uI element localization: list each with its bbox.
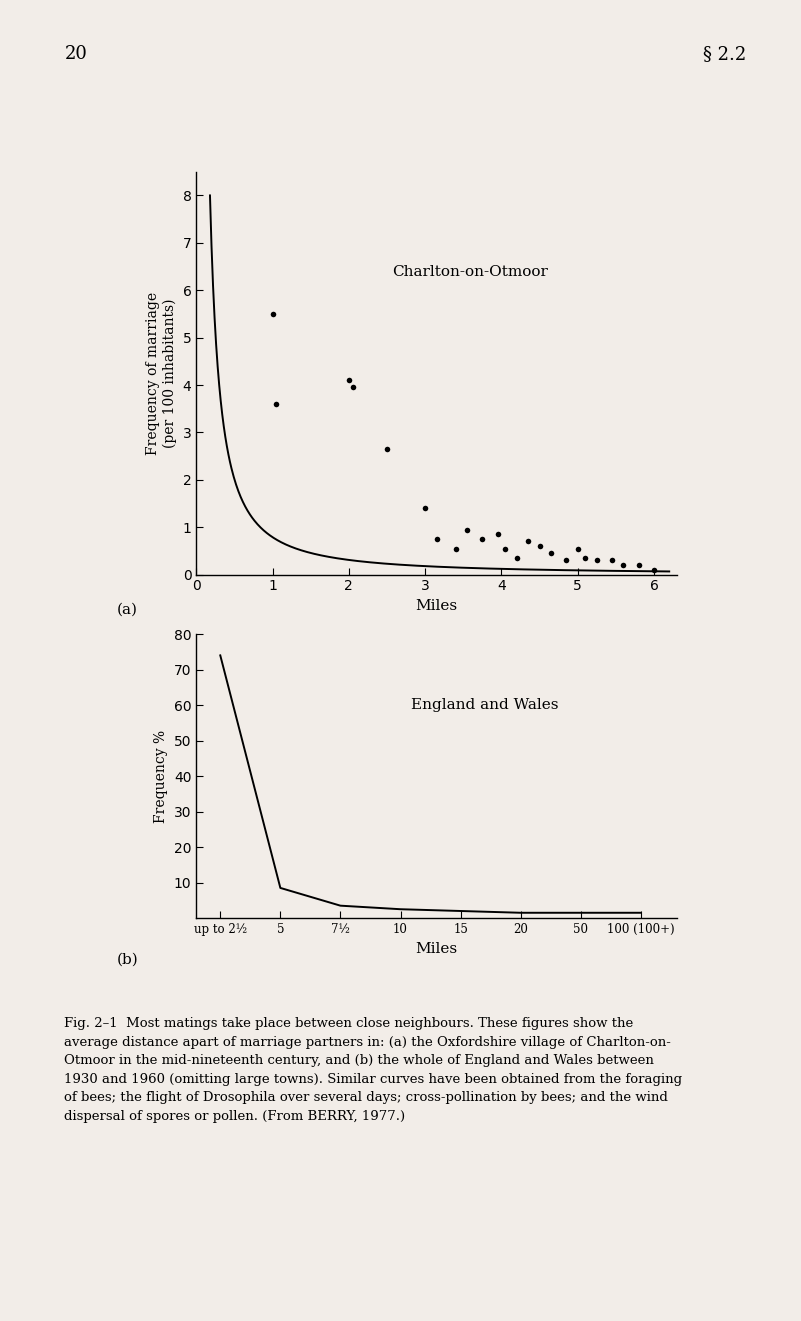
Point	[545, 543, 557, 564]
Point	[533, 535, 546, 556]
Point	[430, 528, 443, 550]
Point	[617, 555, 630, 576]
Y-axis label: Frequency of marriage
(per 100 inhabitants): Frequency of marriage (per 100 inhabitan…	[147, 292, 177, 454]
Text: § 2.2: § 2.2	[702, 45, 746, 63]
Text: (b): (b)	[117, 952, 139, 966]
Point	[270, 394, 283, 415]
Point	[560, 550, 573, 571]
Point	[579, 547, 592, 568]
Text: England and Wales: England and Wales	[411, 697, 558, 712]
Point	[346, 376, 359, 398]
Point	[419, 498, 432, 519]
Text: Fig. 2–1  Most matings take place between close neighbours. These figures show t: Fig. 2–1 Most matings take place between…	[64, 1017, 682, 1123]
Y-axis label: Frequency %: Frequency %	[155, 729, 168, 823]
Point	[476, 528, 489, 550]
Point	[266, 304, 279, 325]
Point	[647, 559, 660, 580]
Point	[380, 439, 393, 460]
Point	[606, 550, 618, 571]
Point	[449, 538, 462, 559]
Point	[461, 519, 473, 540]
X-axis label: Miles: Miles	[416, 598, 457, 613]
Point	[590, 550, 603, 571]
Point	[342, 370, 355, 391]
Point	[521, 531, 534, 552]
Point	[571, 538, 584, 559]
Text: (a): (a)	[117, 602, 138, 617]
Text: 20: 20	[65, 45, 88, 63]
Point	[499, 538, 512, 559]
X-axis label: Miles: Miles	[416, 942, 457, 955]
Point	[510, 547, 523, 568]
Text: Charlton-on-Otmoor: Charlton-on-Otmoor	[392, 266, 548, 280]
Point	[632, 555, 645, 576]
Point	[491, 524, 504, 546]
